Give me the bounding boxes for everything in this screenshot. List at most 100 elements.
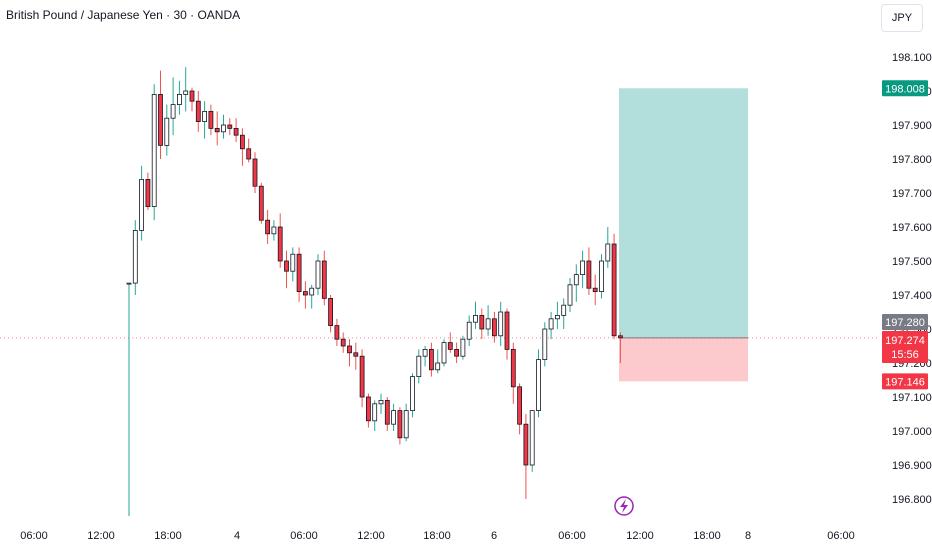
candle-body (365, 396, 371, 422)
candle (498, 301, 504, 346)
candle (422, 346, 428, 367)
candle (517, 383, 522, 435)
candle-body (548, 318, 554, 330)
candle (542, 322, 548, 367)
price-tick: 196.800 (892, 494, 932, 506)
candle-body (479, 314, 485, 330)
stop-zone (619, 337, 748, 382)
candle (555, 301, 560, 329)
candle (567, 278, 573, 312)
candle-body (195, 100, 201, 122)
time-tick: 12:00 (87, 530, 115, 542)
candle (126, 282, 132, 516)
candle (536, 349, 541, 418)
candle-body (416, 355, 422, 378)
event-marker[interactable] (614, 496, 634, 516)
candle-body (176, 94, 182, 106)
candle (176, 80, 182, 115)
candle-body (504, 311, 510, 350)
candle (145, 172, 151, 210)
candle (410, 373, 415, 418)
candle-body (158, 94, 163, 146)
time-tick: 06:00 (558, 530, 586, 542)
candle-body (542, 328, 548, 361)
candle (479, 308, 485, 340)
candle (428, 342, 434, 377)
time-axis[interactable]: 06:00 12:00 18:00 4 06:00 12:00 18:00 6 06:00 12:… (20, 530, 855, 542)
candle-body (252, 158, 258, 187)
candle (164, 104, 170, 156)
candle (347, 339, 352, 367)
currency-button[interactable]: JPY (881, 4, 923, 32)
candle-body (466, 321, 472, 340)
stop-badge (882, 373, 928, 390)
candle (491, 312, 497, 343)
time-tick: 18:00 (693, 530, 721, 542)
candle (403, 403, 409, 442)
candle (189, 87, 195, 112)
candle (221, 114, 226, 139)
candle-body (359, 355, 365, 398)
candle-body (321, 260, 327, 299)
candle (618, 332, 623, 363)
candle (302, 281, 308, 309)
position-zones (619, 88, 748, 382)
candle-body (315, 260, 321, 289)
candle-body (422, 348, 428, 357)
candle (227, 118, 233, 136)
time-tick: 18:00 (423, 530, 451, 542)
candle (252, 152, 258, 193)
target-badge (882, 80, 928, 97)
candle (359, 349, 365, 408)
candle (580, 250, 585, 289)
price-tick: 197.000 (892, 426, 932, 438)
candle-body (353, 352, 359, 357)
candle (378, 393, 384, 414)
candle (365, 393, 371, 428)
price-tick: 196.900 (892, 460, 932, 472)
candle (435, 349, 441, 374)
candle (504, 308, 510, 360)
candle-body (139, 178, 145, 231)
candle (466, 315, 472, 346)
candle (340, 332, 346, 353)
candle-body (164, 117, 170, 146)
price-axis[interactable]: 198.100198.000197.900197.800197.700197.6… (892, 52, 932, 506)
candle-body (529, 410, 535, 466)
candle-body (523, 423, 529, 466)
candle (208, 104, 214, 136)
time-tick: 06:00 (827, 530, 855, 542)
candle (139, 165, 145, 241)
candle (271, 220, 277, 241)
current-price-badge (882, 331, 928, 363)
candle-body (441, 342, 447, 364)
candle-body (309, 287, 315, 296)
candle-body (183, 90, 189, 95)
candle-body (132, 229, 138, 284)
price-tick: 198.100 (892, 52, 932, 64)
lightning-icon (620, 499, 628, 513)
candle (454, 342, 460, 363)
candle (391, 403, 397, 431)
candle (599, 254, 604, 299)
candle (183, 67, 189, 112)
candle-body (567, 284, 573, 306)
target-zone (619, 88, 748, 338)
candle (195, 91, 201, 132)
stop-badge-text: 197.146 (885, 376, 925, 388)
candle-body (239, 134, 245, 150)
candle (132, 220, 138, 295)
candle (416, 349, 422, 384)
time-tick: 6 (491, 530, 497, 542)
candle-body (447, 342, 453, 350)
candle (473, 301, 478, 329)
candle-body (435, 362, 441, 371)
candle-body (536, 359, 541, 412)
candle-body (189, 90, 195, 102)
candle-body (605, 243, 611, 262)
chart-title: British Pound / Japanese Yen · 30 · OAND… (6, 8, 241, 22)
time-tick: 12:00 (626, 530, 654, 542)
candle (605, 227, 611, 268)
candle-body (586, 260, 592, 289)
